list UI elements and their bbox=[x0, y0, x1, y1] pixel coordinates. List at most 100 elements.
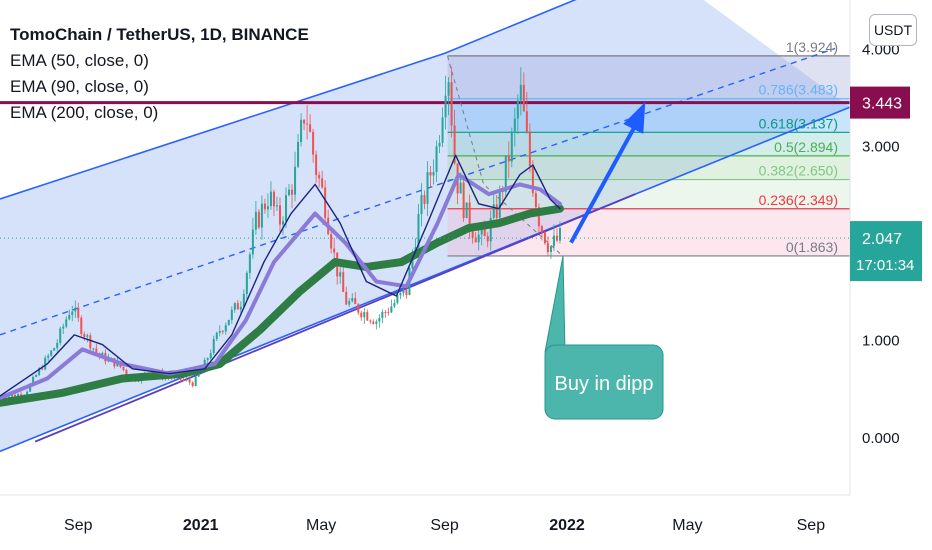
candle-body bbox=[312, 131, 315, 155]
candle-body bbox=[354, 298, 357, 305]
time-axis[interactable]: Sep 2021 May Sep 2022 May Sep bbox=[0, 494, 932, 550]
candle-body bbox=[14, 394, 17, 397]
fib-level-label: 0(1.863) bbox=[786, 239, 838, 255]
plot-area[interactable]: 1(3.924) 0.786(3.483) 0.618(3.137) 0.5(2.89… bbox=[0, 0, 850, 453]
candle-body bbox=[266, 206, 269, 210]
candle-body bbox=[269, 191, 272, 207]
candle-body bbox=[29, 383, 32, 392]
candle-body bbox=[297, 141, 300, 167]
candle-body bbox=[227, 319, 230, 326]
ema-50-line[interactable] bbox=[0, 154, 561, 397]
candle-body bbox=[35, 374, 38, 377]
candle-body bbox=[68, 314, 71, 320]
price-tick-label: 1.000 bbox=[862, 333, 900, 350]
candle-body bbox=[59, 328, 62, 343]
candle-body bbox=[65, 319, 68, 327]
candle-body bbox=[53, 348, 56, 351]
candle-body bbox=[303, 119, 306, 124]
candle-body bbox=[342, 272, 345, 292]
candle-body bbox=[248, 254, 251, 273]
candle-body bbox=[309, 124, 312, 132]
time-tick-label: May bbox=[306, 517, 336, 534]
candle-body bbox=[245, 272, 248, 294]
fib-level-label: 0.786(3.483) bbox=[759, 82, 838, 98]
time-tick-label: 2022 bbox=[549, 517, 585, 534]
candle-body bbox=[197, 373, 200, 377]
indicator-ema-200[interactable]: EMA (200, close, 0) bbox=[10, 103, 159, 122]
candle-body bbox=[56, 342, 59, 349]
candle-body bbox=[528, 131, 531, 167]
candle-body bbox=[101, 352, 104, 356]
candle-body bbox=[510, 131, 513, 162]
candle-body bbox=[351, 298, 354, 302]
candle-body bbox=[285, 195, 288, 222]
callout-box[interactable] bbox=[544, 344, 664, 420]
indicator-ema-90[interactable]: EMA (90, close, 0) bbox=[10, 77, 149, 96]
channel-upper-line[interactable] bbox=[0, 0, 657, 200]
currency-button[interactable]: USDT bbox=[869, 14, 917, 46]
plot-content bbox=[0, 0, 850, 453]
arrow-shaft bbox=[569, 120, 640, 244]
candle-body bbox=[522, 84, 525, 112]
candle-body bbox=[495, 204, 498, 218]
arrow-head bbox=[623, 101, 646, 134]
candle-body bbox=[384, 311, 387, 313]
candle-body bbox=[32, 376, 35, 384]
candle-body bbox=[540, 226, 543, 233]
candle-body bbox=[260, 203, 263, 228]
candle-body bbox=[459, 182, 462, 194]
candle-body bbox=[330, 234, 333, 249]
candle-body bbox=[86, 335, 89, 337]
candle-body bbox=[450, 82, 453, 126]
fib-zone bbox=[447, 132, 850, 156]
time-tick-label: Sep bbox=[64, 517, 93, 534]
candle-body bbox=[471, 231, 474, 238]
candle-body bbox=[206, 358, 209, 360]
candle-body bbox=[194, 376, 197, 386]
candle-body bbox=[188, 379, 191, 383]
candle-body bbox=[468, 202, 471, 232]
candle-body bbox=[390, 306, 393, 313]
candle-body bbox=[324, 187, 327, 218]
time-tick-label: Sep bbox=[430, 517, 459, 534]
candle-body bbox=[486, 236, 489, 242]
price-axis[interactable]: 0.0001.0002.0003.0004.0003.4432.04717:01… bbox=[849, 0, 932, 550]
candle-body bbox=[504, 155, 507, 192]
candle-body bbox=[71, 311, 74, 315]
candle-body bbox=[315, 154, 318, 176]
callout-text: Buy in dipp bbox=[555, 373, 654, 395]
candle-body bbox=[465, 202, 468, 218]
candle-body bbox=[516, 100, 519, 119]
candle-body bbox=[44, 357, 47, 370]
candle-body bbox=[381, 311, 384, 318]
candle-body bbox=[294, 166, 297, 195]
candle-body bbox=[345, 291, 348, 305]
ema-200-line[interactable] bbox=[0, 204, 564, 407]
channel-mid-line[interactable] bbox=[0, 47, 836, 336]
candle-body bbox=[333, 248, 336, 253]
indicator-ema-50[interactable]: EMA (50, close, 0) bbox=[10, 51, 149, 70]
candle-body bbox=[339, 272, 342, 277]
candle-body bbox=[369, 320, 372, 322]
support-trendline[interactable] bbox=[34, 193, 636, 443]
candle-body bbox=[278, 205, 281, 225]
candle-body bbox=[221, 331, 224, 333]
candle-body bbox=[525, 111, 528, 132]
candle-body bbox=[444, 95, 447, 118]
fib-level-label: 0.382(2.650) bbox=[759, 163, 838, 179]
candle-body bbox=[182, 379, 185, 381]
candle-body bbox=[191, 382, 194, 386]
fib-zone bbox=[447, 55, 850, 99]
candle-body bbox=[288, 189, 291, 196]
candle-body bbox=[489, 217, 492, 242]
fib-level-label: 0.5(2.894) bbox=[774, 139, 838, 155]
candle-body bbox=[275, 205, 278, 207]
price-tick-label: 0.000 bbox=[862, 430, 900, 447]
channel-lower-line[interactable] bbox=[0, 106, 850, 453]
candle-body bbox=[405, 289, 408, 295]
candle-body bbox=[420, 194, 423, 215]
candle-body bbox=[125, 369, 128, 375]
time-tick-label: May bbox=[672, 517, 702, 534]
ema-90-line[interactable] bbox=[0, 172, 562, 400]
